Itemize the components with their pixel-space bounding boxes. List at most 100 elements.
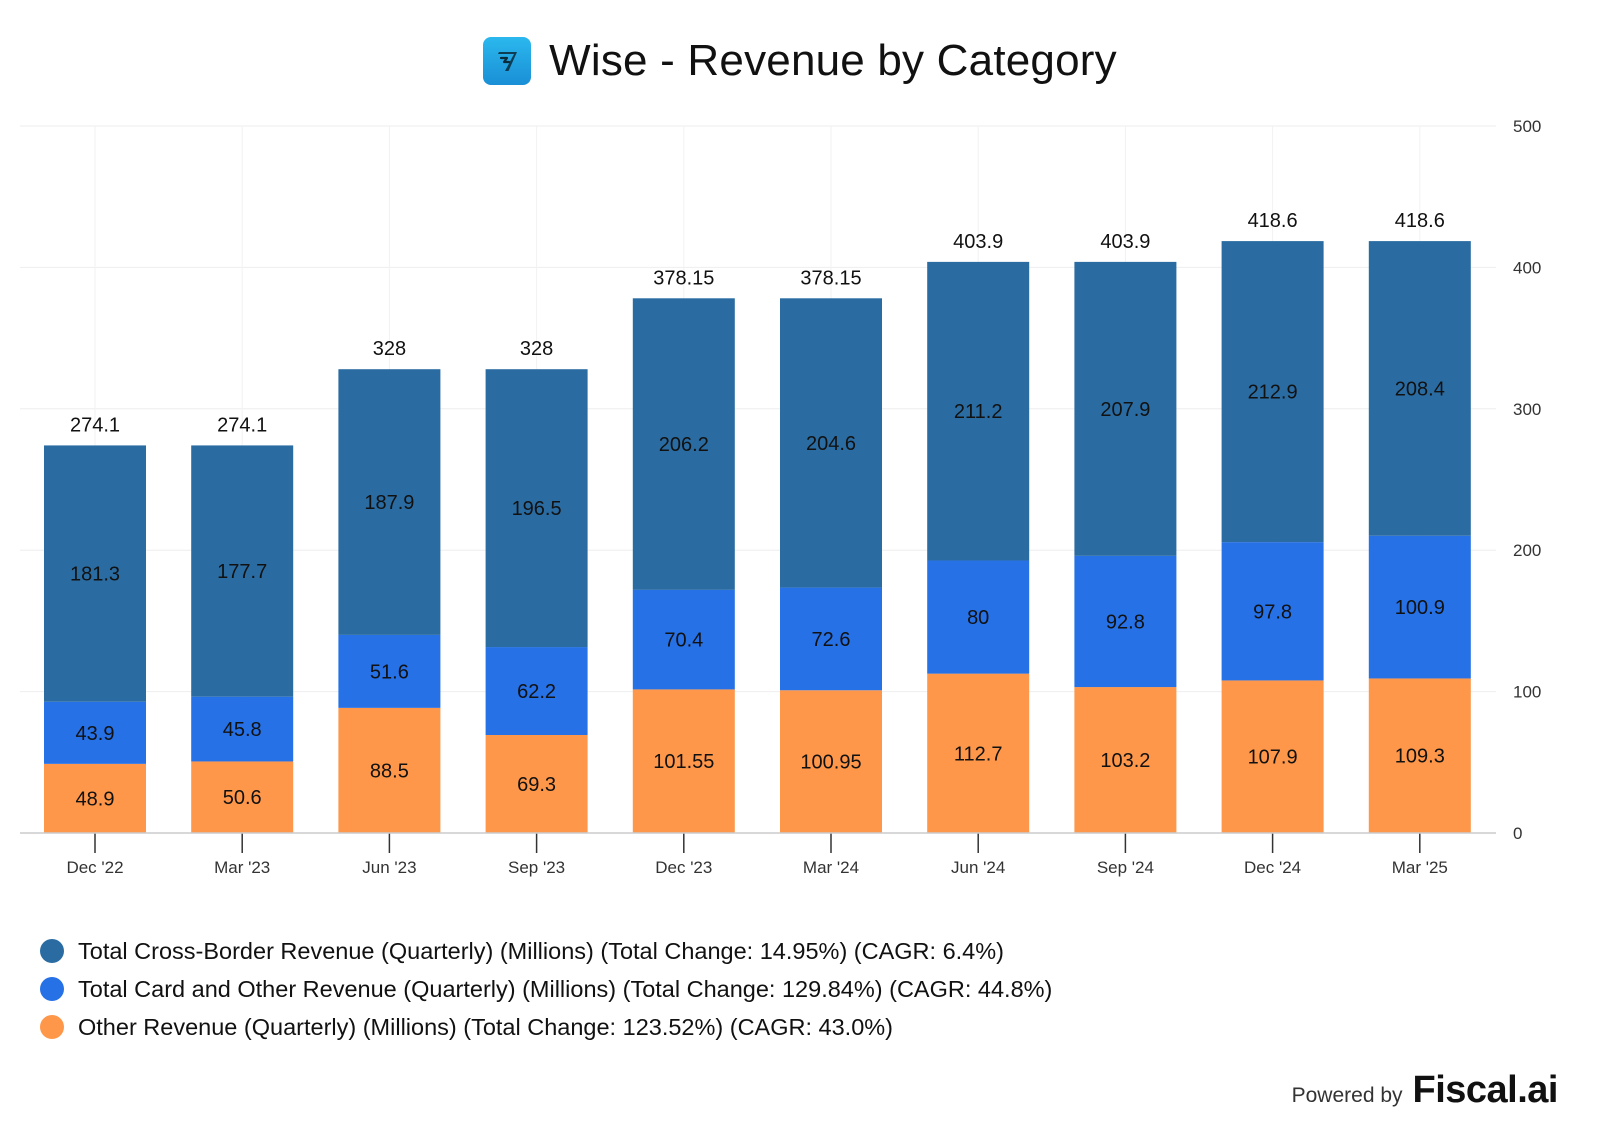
total-data-label: 328 — [520, 338, 553, 360]
segment-data-label: 196.5 — [512, 498, 562, 520]
legend-item-cross-border[interactable]: Total Cross-Border Revenue (Quarterly) (… — [40, 932, 1540, 970]
bar-segment — [780, 587, 882, 691]
bar-segment — [1221, 542, 1324, 681]
bar-segment — [632, 298, 735, 590]
segment-data-label: 103.2 — [1100, 750, 1150, 772]
segment-data-label: 187.9 — [364, 492, 414, 514]
segment-data-label: 51.6 — [370, 661, 409, 683]
legend-dot-icon — [40, 1015, 64, 1039]
legend-item-card-other[interactable]: Total Card and Other Revenue (Quarterly)… — [40, 970, 1540, 1008]
legend-label: Other Revenue (Quarterly) (Millions) (To… — [78, 1013, 893, 1040]
bar-segment — [927, 261, 1030, 561]
bar-segment — [338, 707, 441, 833]
bar-segment — [632, 589, 735, 690]
bar-segment — [485, 647, 588, 736]
total-data-label: 274.1 — [70, 414, 120, 436]
bar-segment — [1074, 687, 1177, 833]
total-data-label: 378.15 — [653, 267, 714, 289]
total-data-label: 378.15 — [800, 267, 861, 289]
bar-segment — [485, 735, 588, 833]
segment-data-label: 50.6 — [223, 787, 262, 809]
y-tick-label: 400 — [1513, 258, 1541, 277]
legend-label: Total Card and Other Revenue (Quarterly)… — [78, 975, 1053, 1002]
segment-data-label: 109.3 — [1395, 746, 1445, 768]
y-tick-label: 100 — [1513, 683, 1541, 702]
bar-segment — [44, 763, 146, 833]
bar-segment — [1074, 555, 1177, 688]
total-data-label: 418.6 — [1248, 210, 1298, 232]
y-tick-label: 200 — [1513, 541, 1541, 560]
bar-segment — [1368, 241, 1471, 536]
x-tick-label: Mar '25 — [1392, 858, 1448, 877]
axis-layer: 0 100 200 300 400 500 Dec '22 Mar '23 Jun '23 Sep… — [20, 117, 1541, 877]
wise-logo-icon — [483, 37, 532, 85]
segment-data-label: 43.9 — [76, 723, 115, 745]
segment-data-label: 112.7 — [954, 743, 1003, 765]
x-tick-label: Jun '24 — [951, 858, 1005, 877]
y-tick-label: 500 — [1513, 117, 1541, 136]
footer: Powered by Fiscal.ai — [1291, 1069, 1559, 1112]
segment-data-label: 92.8 — [1106, 611, 1145, 633]
segment-data-label: 181.3 — [70, 564, 120, 586]
labels-layer: 48.9 43.9 181.3 274.1 50.6 45.8 177.7 274.1 88.5… — [70, 210, 1445, 810]
x-tick-label: Jun '23 — [362, 858, 416, 877]
legend-item-other[interactable]: Other Revenue (Quarterly) (Millions) (To… — [40, 1008, 1540, 1046]
x-tick-label: Sep '24 — [1097, 858, 1154, 877]
segment-data-label: 72.6 — [812, 629, 851, 651]
y-tick-label: 300 — [1513, 400, 1541, 419]
bar-segment — [191, 696, 294, 762]
segment-data-label: 177.7 — [217, 561, 267, 583]
powered-by-text: Powered by — [1291, 1084, 1403, 1107]
bar-segment — [927, 673, 1030, 833]
bar-segment — [1074, 261, 1177, 556]
segment-data-label: 207.9 — [1100, 399, 1150, 421]
bar-segment — [44, 701, 146, 764]
segment-data-label: 45.8 — [223, 719, 262, 741]
segment-data-label: 80 — [967, 607, 989, 629]
bar-segment — [191, 761, 294, 833]
x-tick-label: Sep '23 — [508, 858, 565, 877]
bar-segment — [1368, 535, 1471, 679]
chart-title: Wise - Revenue by Category — [549, 36, 1117, 85]
segment-data-label: 206.2 — [659, 434, 709, 456]
bar-segment — [191, 445, 294, 697]
segment-data-label: 211.2 — [954, 401, 1003, 423]
segment-data-label: 107.9 — [1248, 747, 1298, 769]
bar-segment — [1368, 678, 1471, 833]
x-tick-label: Dec '23 — [655, 858, 712, 877]
segment-data-label: 208.4 — [1395, 378, 1445, 400]
segment-data-label: 100.95 — [800, 752, 861, 774]
x-tick-label: Dec '24 — [1244, 858, 1301, 877]
legend-label: Total Cross-Border Revenue (Quarterly) (… — [78, 937, 1004, 964]
x-tick-label: Mar '23 — [214, 858, 270, 877]
bar-segment — [1221, 680, 1324, 833]
x-tick-label: Dec '22 — [66, 858, 123, 877]
bar-segment — [485, 369, 588, 648]
total-data-label: 274.1 — [217, 414, 267, 436]
bar-segment — [780, 298, 882, 588]
legend-dot-icon — [40, 939, 64, 963]
segment-data-label: 100.9 — [1395, 597, 1445, 619]
total-data-label: 403.9 — [1100, 231, 1150, 253]
wise-flag-icon — [498, 52, 518, 71]
segment-data-label: 69.3 — [517, 774, 556, 796]
segment-data-label: 62.2 — [517, 681, 556, 703]
y-tick-label: 0 — [1513, 824, 1522, 843]
chart-header: Wise - Revenue by Category — [0, 28, 1600, 94]
bar-segment — [632, 689, 735, 833]
segment-data-label: 212.9 — [1248, 382, 1298, 404]
bar-segment — [338, 634, 441, 708]
bar-segment — [780, 690, 882, 833]
segment-data-label: 101.55 — [653, 751, 714, 773]
total-data-label: 403.9 — [953, 231, 1003, 253]
bars-layer — [44, 241, 1471, 833]
segment-data-label: 97.8 — [1253, 601, 1292, 623]
bar-segment — [1221, 241, 1324, 543]
bar-segment — [338, 369, 441, 635]
segment-data-label: 70.4 — [664, 630, 703, 652]
legend-dot-icon — [40, 977, 64, 1001]
legend: Total Cross-Border Revenue (Quarterly) (… — [40, 932, 1540, 1046]
total-data-label: 328 — [373, 338, 406, 360]
segment-data-label: 48.9 — [76, 788, 115, 810]
brand-logo[interactable]: Fiscal.ai — [1412, 1069, 1559, 1111]
